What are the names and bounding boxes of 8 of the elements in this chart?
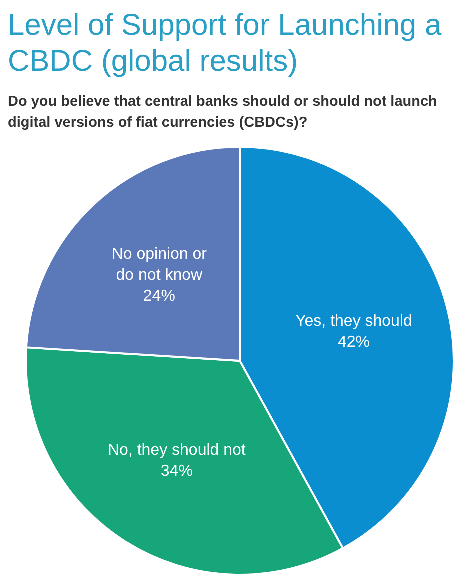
slice-label: Yes, they should [296, 312, 412, 330]
chart-subtitle: Do you believe that central banks should or should not launch digital versions of fiat currencies (CBDCs)? [8, 93, 438, 133]
data-label: 42% [338, 334, 370, 351]
data-label: 34% [160, 462, 193, 480]
data-label: 24% [143, 288, 176, 305]
slice-label: No, they should not [108, 441, 246, 458]
chart-title: Level of Support for Launching a CBDC (global results) [8, 8, 443, 80]
slice-label: No opinion or do not know [112, 246, 208, 284]
